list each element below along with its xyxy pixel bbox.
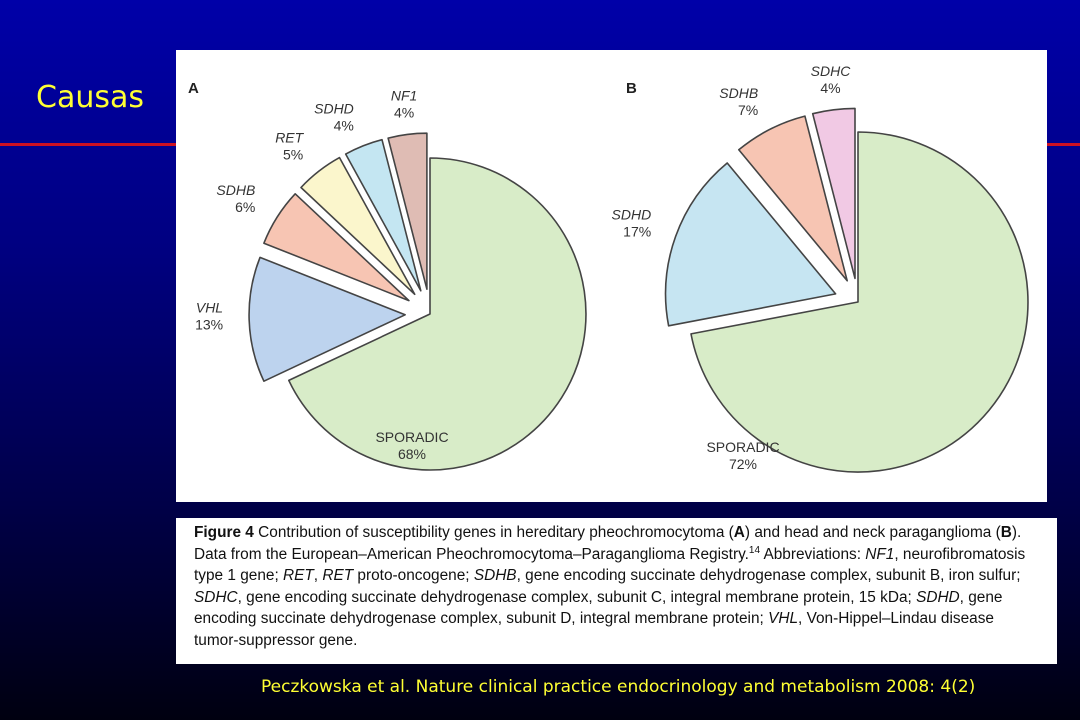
caption-text: Abbreviations: [760, 545, 866, 563]
pie-label: SDHD [314, 101, 354, 117]
pie-value-label: 7% [738, 102, 758, 118]
caption-text: ). Data from the European–American Pheoc… [194, 524, 1022, 563]
pie-label: VHL [196, 300, 223, 316]
pie-value-label: 17% [623, 224, 651, 240]
caption-gene: SDHD [916, 588, 960, 606]
caption-gene: SDHC [194, 588, 238, 606]
caption-figure-label: Figure 4 [194, 524, 254, 541]
pie-label: SDHD [612, 207, 652, 223]
pie-value-label: 4% [334, 118, 354, 134]
caption-text: ) and head and neck paraganglioma ( [744, 524, 1001, 541]
pie-label: SDHB [216, 182, 255, 198]
caption-gene: VHL [768, 610, 799, 627]
caption-gene: NF1 [865, 545, 895, 563]
pie-slice-sdhb [263, 193, 410, 302]
pie-label: SPORADIC [706, 439, 779, 455]
pie-value-label: 68% [398, 446, 426, 462]
pie-slice-ret [300, 156, 416, 296]
title-rule-left [0, 143, 176, 146]
pie-panel-label: B [626, 80, 637, 97]
slide-title: Causas [36, 80, 144, 115]
pie-slice-sdhd [344, 138, 422, 292]
figure-caption: Figure 4 Contribution of susceptibility … [176, 518, 1057, 664]
pie-slice-sporadic [690, 131, 1029, 473]
caption-gene: RET [283, 567, 314, 584]
caption-text: , [313, 567, 323, 584]
citation: Peczkowska et al. Nature clinical practi… [261, 677, 976, 697]
caption-panel-b: B [1000, 524, 1012, 541]
caption-gene: RET [322, 567, 354, 584]
caption-text: proto-oncogene; [353, 567, 474, 584]
pie-slice-sdhb [738, 115, 848, 282]
pie-slice-sporadic [288, 157, 587, 471]
caption-text: , gene encoding succinate dehydrogenase … [237, 588, 917, 606]
caption-gene: SDHB [473, 567, 517, 584]
pie-charts: ASPORADIC68%VHL13%SDHB6%RET5%SDHD4%NF14%… [188, 63, 1029, 473]
caption-text: , gene encoding succinate dehydrogenase … [516, 567, 1021, 584]
pie-panel-label: A [188, 80, 199, 97]
caption-text: , neurofibromatosis type 1 gene; [194, 545, 1026, 585]
caption-reference: 14 [748, 544, 761, 556]
title-rule-right [1047, 143, 1080, 146]
caption-text: Contribution of susceptibility genes in … [253, 524, 734, 541]
figure-panel: A SPORADIC 68% VHL 13% SDHB 6% RET 5% SDHD 4% NF1 4%… [176, 50, 1047, 502]
pie-label: SDHC [811, 63, 852, 79]
caption-panel-a: A [733, 524, 745, 541]
pie-label: SPORADIC [375, 429, 448, 445]
caption-text: , Von-Hippel–Lindau disease tumor-suppre… [194, 610, 994, 649]
pie-label: SDHB [719, 85, 758, 101]
pie-value-label: 13% [195, 317, 223, 333]
caption-text: , gene encoding succinate dehydrogenase … [194, 588, 1003, 628]
pie-slice-vhl [248, 256, 406, 382]
pie-slice-sdhc [811, 107, 856, 280]
pie-value-label: 4% [820, 80, 840, 96]
pie-slice-sdhd [664, 162, 837, 327]
pie-slice-nf1 [387, 132, 428, 290]
pie-label: NF1 [391, 88, 417, 104]
pie-value-label: 5% [283, 147, 303, 163]
pie-value-label: 6% [235, 199, 255, 215]
pie-value-label: 72% [729, 456, 757, 472]
pie-label: RET [275, 130, 304, 146]
pie-value-label: 4% [394, 105, 414, 121]
